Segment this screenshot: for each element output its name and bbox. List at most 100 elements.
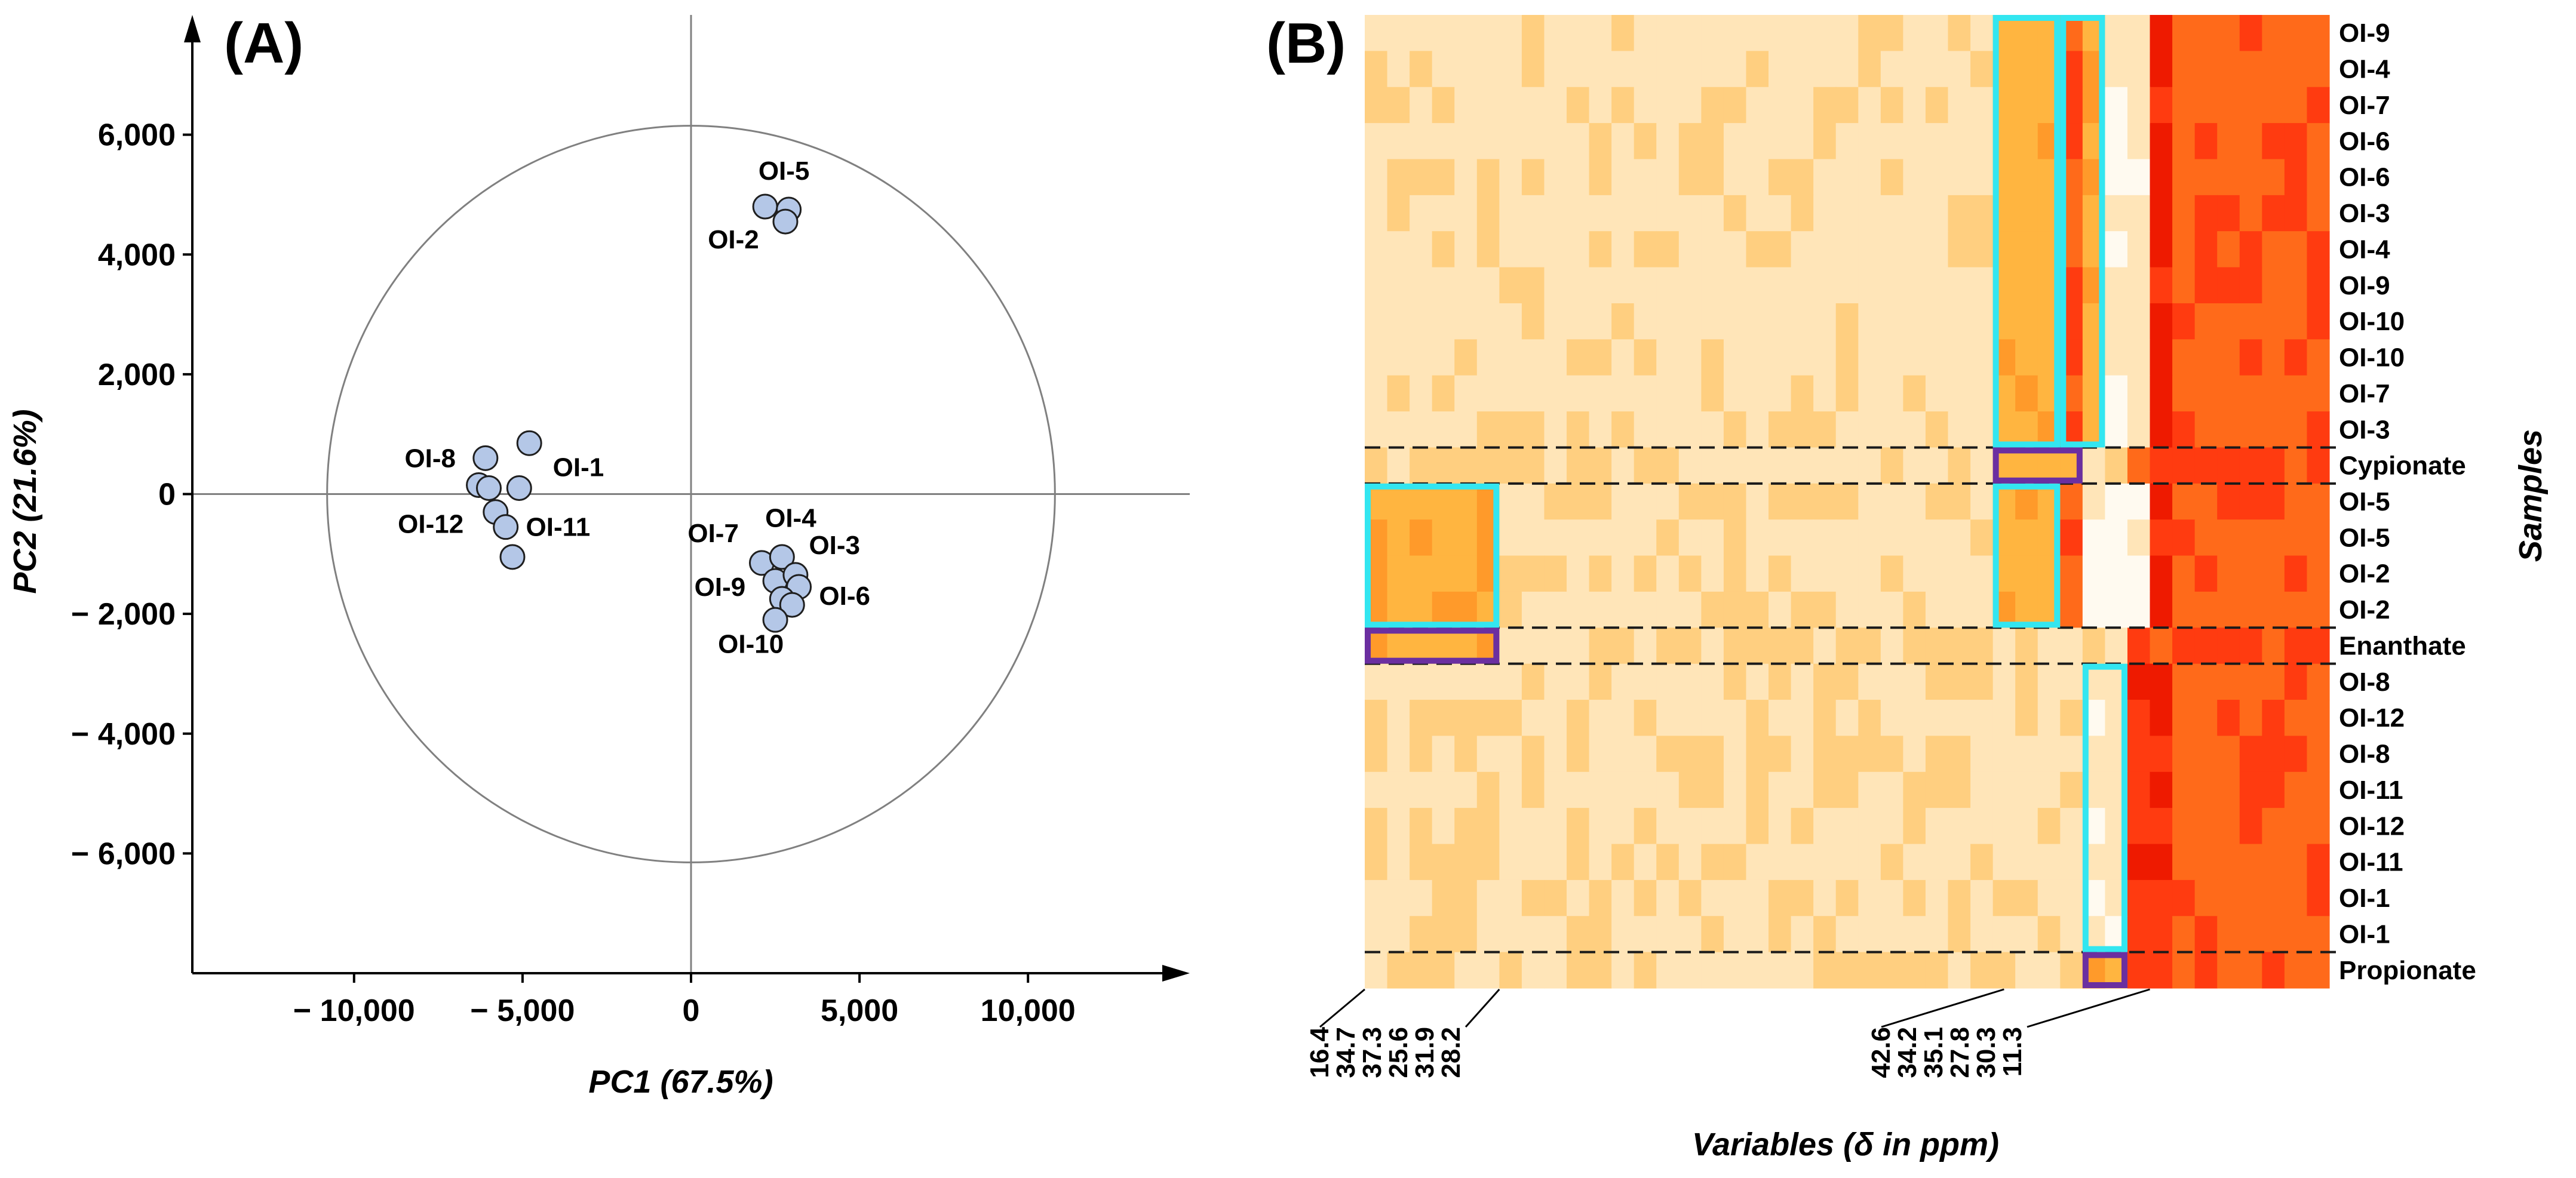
heatmap-cell [2082, 628, 2106, 665]
heatmap-cell [1656, 591, 1680, 628]
heatmap-cell [1454, 123, 1478, 160]
heatmap-cell [1432, 267, 1455, 304]
heatmap-cell [1858, 375, 1881, 412]
heatmap-cell [1432, 519, 1455, 556]
heatmap-cell [1567, 375, 1590, 412]
heatmap-cell [1387, 411, 1410, 448]
heatmap-row-label: OI-8 [2339, 668, 2390, 697]
heatmap-cell [1858, 123, 1881, 160]
heatmap-cell [1791, 447, 1814, 484]
heatmap-row-label: OI-10 [2339, 307, 2405, 336]
pca-points [466, 193, 812, 633]
heatmap-cell [1611, 195, 1635, 232]
heatmap-cell [1499, 15, 1522, 51]
heatmap-cell [2150, 879, 2173, 916]
heatmap-cell [2172, 591, 2196, 628]
heatmap-cell [1925, 519, 1949, 556]
pca-x-tick-label: − 10,000 [293, 994, 415, 1028]
heatmap-cell [1858, 844, 1881, 881]
heatmap-cell [1746, 411, 1769, 448]
heatmap-cell [1656, 51, 1680, 88]
heatmap-cell [2060, 808, 2083, 845]
heatmap-cell [1835, 411, 1859, 448]
heatmap-cell [1880, 808, 1903, 845]
heatmap-cell [1835, 844, 1859, 881]
heatmap-cell [1880, 123, 1903, 160]
heatmap-cell [1903, 447, 1926, 484]
heatmap-cell [1611, 952, 1635, 989]
heatmap-cell [2239, 339, 2262, 376]
pca-y-tick-label: 4,000 [98, 238, 176, 272]
heatmap-cell [1768, 159, 1792, 196]
heatmap-cell [1499, 195, 1522, 232]
pca-point-label: OI-9 [695, 573, 746, 602]
heatmap-cell [1970, 51, 1994, 88]
heatmap-cell [1970, 628, 1994, 665]
heatmap-cell [2082, 483, 2106, 520]
heatmap-cell [2105, 519, 2128, 556]
heatmap-cell [1410, 555, 1433, 592]
heatmap-cell [1432, 555, 1455, 592]
heatmap-cell [2307, 519, 2330, 556]
heatmap-cell [2284, 591, 2308, 628]
heatmap-cell [2105, 195, 2128, 232]
heatmap-cell [1432, 231, 1455, 268]
heatmap-cell [1768, 771, 1792, 808]
heatmap-cell [1835, 591, 1859, 628]
heatmap-cell [1992, 628, 2016, 665]
heatmap-cell [1835, 736, 1859, 773]
heatmap-row-label: OI-1 [2339, 919, 2390, 949]
heatmap-cell [2284, 411, 2308, 448]
heatmap-cell [2194, 51, 2218, 88]
heatmap-cell [1835, 700, 1859, 737]
heatmap-cell [1858, 808, 1881, 845]
heatmap-cell [1567, 231, 1590, 268]
heatmap-cell [1813, 375, 1837, 412]
heatmap-cell [1970, 700, 1994, 737]
heatmap-cell [2239, 591, 2262, 628]
heatmap-cell [2015, 519, 2038, 556]
heatmap-cyan-highlight-box [1365, 483, 1500, 628]
heatmap-cell [2284, 844, 2308, 881]
heatmap-cell [1634, 736, 1657, 773]
heatmap-cell [1544, 483, 1567, 520]
heatmap-cell [1948, 844, 1971, 881]
heatmap-cell [2172, 916, 2196, 953]
heatmap-cell [1768, 51, 1792, 88]
heatmap-cell [2150, 195, 2173, 232]
heatmap-cell [2217, 231, 2240, 268]
heatmap-cell [1454, 844, 1478, 881]
heatmap-cell [1948, 15, 1971, 51]
heatmap-cell [1410, 879, 1433, 916]
heatmap-cell [1992, 808, 2016, 845]
heatmap-cell [1970, 231, 1994, 268]
heatmap-cell [1791, 628, 1814, 665]
heatmap-cell [1476, 952, 1500, 989]
heatmap-cell [1499, 159, 1522, 196]
heatmap-cell [1701, 411, 1724, 448]
heatmap-cell [2015, 628, 2038, 665]
heatmap-column-label: 34.7 [1331, 1027, 1361, 1078]
pca-point-label: OI-2 [708, 225, 759, 254]
heatmap-cell [1634, 771, 1657, 808]
heatmap-cell [1656, 663, 1680, 700]
heatmap-cell [1701, 555, 1724, 592]
heatmap-cell [1499, 123, 1522, 160]
heatmap-cell [2105, 375, 2128, 412]
pca-x-axis-title: PC1 (67.5%) [588, 1064, 773, 1100]
heatmap-cell [1611, 339, 1635, 376]
heatmap-cell [1791, 663, 1814, 700]
heatmap-cell [1589, 231, 1612, 268]
heatmap-cell [1746, 591, 1769, 628]
heatmap-cell [1410, 700, 1433, 737]
pca-point-label: OI-3 [809, 531, 860, 560]
heatmap-cell [2015, 51, 2038, 88]
heatmap-cell [1656, 736, 1680, 773]
heatmap-cell [1476, 159, 1500, 196]
heatmap-cell [2127, 123, 2151, 160]
heatmap-cells [1365, 15, 2330, 989]
heatmap-cell [1925, 663, 1949, 700]
heatmap-cell [1813, 700, 1837, 737]
heatmap-cell [1813, 663, 1837, 700]
heatmap-cell [1387, 339, 1410, 376]
